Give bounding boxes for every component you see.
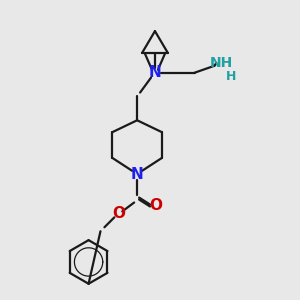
Text: NH: NH [210, 56, 233, 70]
Text: N: N [148, 65, 161, 80]
Text: O: O [112, 206, 125, 221]
Text: O: O [149, 198, 162, 213]
Text: H: H [226, 70, 236, 83]
Text: N: N [131, 167, 143, 182]
